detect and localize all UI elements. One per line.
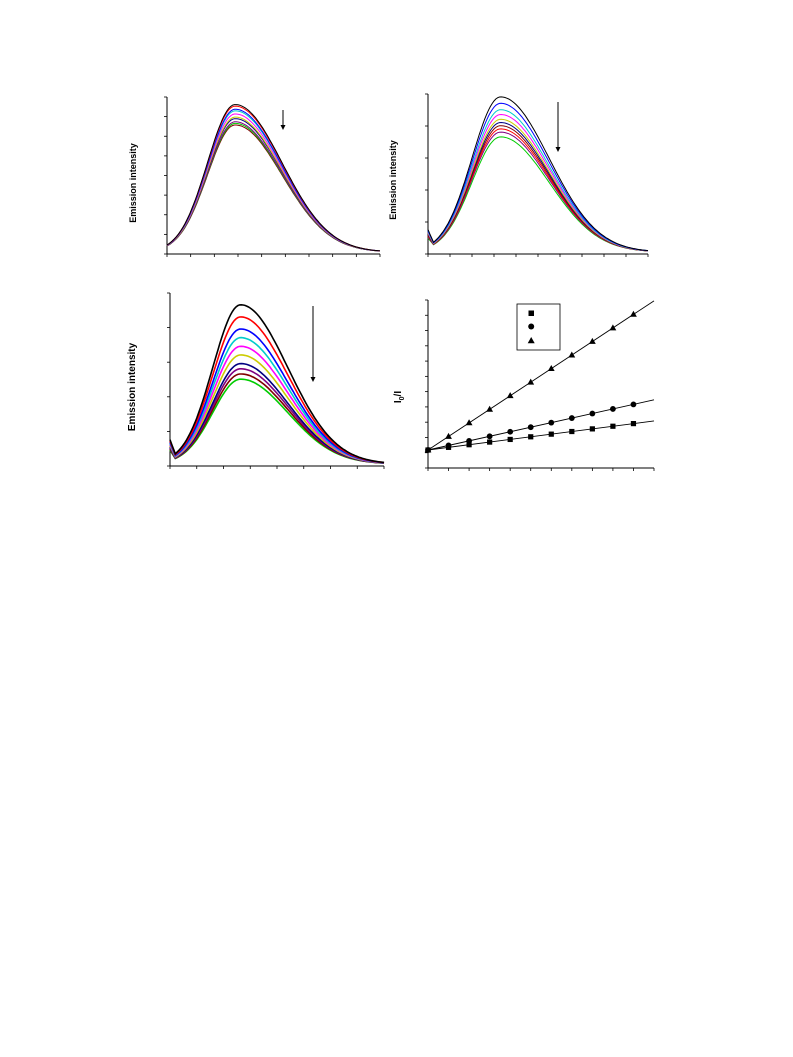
data-point-square — [569, 428, 575, 435]
y-axis-label: Emission intensity — [128, 143, 138, 223]
spectrum-line — [166, 122, 381, 252]
data-point-circle — [548, 419, 555, 426]
legend-marker-triangle — [527, 337, 535, 344]
spectra-panel-top-left: Emission intensity — [128, 96, 381, 257]
data-point-circle — [486, 433, 493, 440]
data-point-triangle — [630, 310, 637, 317]
spectrum-line — [166, 105, 381, 252]
data-point-triangle — [547, 365, 555, 372]
spectrum-line — [166, 116, 381, 252]
data-point-square — [630, 421, 637, 427]
decrease-arrow-head — [310, 377, 316, 382]
y-label-main: I — [393, 400, 404, 403]
spectrum-line — [166, 104, 381, 252]
data-point-triangle — [506, 392, 514, 399]
legend-marker-circle — [528, 323, 535, 330]
y-axis-label: I0/I — [393, 391, 406, 403]
y-axis-label: Emission intensity — [388, 140, 398, 220]
spectrum-line — [427, 113, 649, 252]
data-point-triangle — [465, 419, 473, 426]
data-point-circle — [507, 428, 514, 435]
data-point-circle — [610, 406, 616, 412]
spectrum-line — [166, 108, 381, 252]
legend-frame — [516, 303, 561, 351]
data-point-triangle — [588, 337, 596, 344]
decrease-arrow-head — [555, 147, 561, 152]
spectrum-line — [166, 110, 381, 252]
legend — [516, 303, 561, 351]
fit-line — [427, 300, 655, 451]
data-point-square — [589, 426, 595, 432]
spectra-panel-bottom-left: Emission intensity — [127, 292, 385, 469]
spectrum-line — [169, 303, 385, 464]
data-point-square — [466, 442, 472, 448]
spectrum-line — [427, 96, 649, 252]
fit-line — [427, 399, 655, 451]
spectrum-line — [427, 118, 649, 252]
fit-line — [427, 420, 655, 451]
data-point-circle — [445, 442, 452, 449]
spectra-panel-top-right: Emission intensity — [388, 93, 649, 257]
legend-marker-square — [528, 310, 534, 316]
data-point-triangle — [527, 378, 535, 385]
y-label-tail: /I — [393, 391, 404, 397]
stern-volmer-panel: I0/I — [393, 299, 655, 471]
data-point-square — [528, 434, 534, 440]
data-point-square — [507, 436, 513, 443]
data-point-circle — [527, 424, 534, 431]
spectrum-line — [427, 109, 649, 252]
data-point-circle — [568, 415, 575, 421]
data-point-triangle — [424, 446, 432, 453]
spectrum-line — [169, 328, 385, 464]
decrease-arrow-head — [280, 125, 286, 130]
data-point-triangle — [486, 405, 494, 412]
data-point-triangle — [609, 324, 617, 331]
data-point-triangle — [445, 432, 452, 439]
spectrum-line — [166, 113, 381, 252]
y-axis-label: Emission intensity — [127, 342, 138, 431]
data-point-circle — [589, 410, 596, 417]
spectrum-line — [166, 118, 381, 252]
spectrum-line — [166, 121, 381, 252]
data-point-circle — [466, 437, 472, 444]
spectrum-line — [427, 102, 649, 252]
spectrum-line — [427, 125, 649, 252]
data-point-circle — [630, 401, 637, 408]
data-point-square — [610, 423, 616, 429]
y-label-sub: 0 — [399, 396, 406, 400]
data-point-square — [548, 431, 554, 437]
data-point-triangle — [568, 351, 576, 358]
data-point-square — [487, 439, 493, 445]
